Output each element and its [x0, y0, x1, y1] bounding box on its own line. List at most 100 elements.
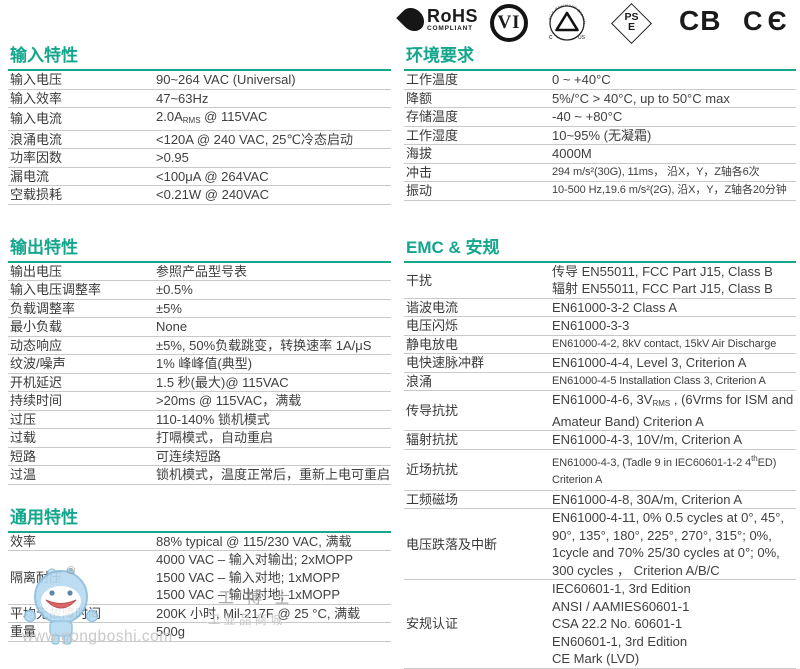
spec-row: 隔离耐压 4000 VAC – 输入对输出; 2xMOPP 1500 VAC – 输… [8, 551, 391, 605]
spec-value: 4000 VAC – 输入对输出; 2xMOPP 1500 VAC – 输入对地;… [156, 552, 353, 602]
spec-value: 1.5 秒(最大)@ 115VAC [156, 374, 289, 390]
spec-value: None [156, 319, 188, 334]
pse-badge: PS E [609, 2, 655, 46]
spec-label: 漏电流 [10, 168, 50, 184]
spec-value: 锁机模式，温度正常后，重新上电可重启 [156, 467, 391, 482]
spec-value: <100μA @ 264VAC [156, 168, 269, 184]
spec-row: 平均无故障时间 200K 小时, Mil-217F @ 25 °C, 满载 [8, 605, 391, 623]
spec-label: 安规认证 [406, 616, 459, 632]
spec-value: 10-500 Hz,19.6 m/s²(2G), 沿X，Y，Z轴各20分钟 [552, 184, 787, 196]
section-output-characteristics: 输出特性 输出电压 参照产品型号表 输入电压调整率 ±0.5% 负载调整率 ±5% 最小负载… [8, 238, 391, 485]
spec-label: 浪涌电流 [10, 131, 63, 147]
pse-e-label: E [627, 21, 635, 33]
spec-row: 动态响应 ±5%, 50%负载跳变，转换速率 1A/μS [8, 337, 391, 355]
spec-value: EN61000-4-11, 0% 0.5 cycles at 0°, 45°, 9… [552, 510, 785, 578]
spec-label: 工频磁场 [406, 491, 459, 507]
spec-label: 持续时间 [10, 393, 63, 409]
spec-value: 88% typical @ 115/230 VAC, 满载 [156, 533, 352, 549]
spec-value: 1% 峰峰值(典型) [156, 356, 253, 371]
spec-row: 存储温度 -40 ~ +80°C [404, 108, 796, 127]
spec-row: 浪涌 EN61000-4-5 Installation Class 3, Crit… [404, 373, 796, 391]
spec-label: 功率因数 [10, 150, 63, 166]
spec-value: 4000M [552, 146, 592, 161]
spec-value: 可连续短路 [156, 448, 222, 464]
spec-value: EN61000-4-4, Level 3, Criterion A [552, 355, 747, 370]
environment-spec-table: 工作温度 0 ~ +40°C 降额 5%/°C > 40°C, up to 50°C … [404, 71, 796, 201]
spec-value: 200K 小时, Mil-217F @ 25 °C, 满载 [156, 605, 361, 621]
spec-label: 输入电流 [10, 111, 63, 127]
spec-label: 输入电压调整率 [10, 282, 102, 298]
spec-row: 工频磁场 EN61000-4-8, 30A/m, Criterion A [404, 491, 796, 509]
spec-row: 纹波/噪声 1% 峰峰值(典型) [8, 355, 391, 374]
spec-row: 电快速脉冲群 EN61000-4-4, Level 3, Criterion A [404, 354, 796, 373]
spec-value: <0.21W @ 240VAC [156, 187, 270, 202]
spec-label: 传导抗扰 [406, 403, 459, 418]
spec-row: 安规认证 IEC60601-1, 3rd Edition ANSI / AAMIES… [404, 580, 796, 669]
spec-label: 过温 [10, 467, 37, 483]
right-column: 环境要求 工作温度 0 ~ +40°C 降额 5%/°C > 40°C, up to … [404, 40, 796, 669]
rohs-compliant-label: COMPLIANT [427, 25, 473, 32]
spec-label: 工作湿度 [406, 127, 459, 143]
spec-label: 隔离耐压 [10, 569, 63, 585]
spec-label: 干扰 [406, 272, 433, 288]
spec-row: 输入电压 90~264 VAC (Universal) [8, 71, 391, 90]
spec-label: 冲击 [406, 164, 433, 180]
spec-row: 冲击 294 m/s²(30G), 11ms， 沿X，Y，Z轴各6次 [404, 164, 796, 182]
spec-row: 海拔 4000M [404, 145, 796, 164]
spec-label: 近场抗扰 [406, 462, 459, 477]
spec-row: 工作温度 0 ~ +40°C [404, 71, 796, 90]
tuv-c-label: c [549, 34, 553, 41]
spec-label: 短路 [10, 448, 37, 464]
spec-row: 功率因数 >0.95 [8, 149, 391, 168]
general-spec-table: 效率 88% typical @ 115/230 VAC, 满载隔离耐压 4000 … [8, 533, 391, 642]
spec-value: EN61000-4-3, 10V/m, Criterion A [552, 432, 743, 447]
spec-value: IEC60601-1, 3rd Edition ANSI / AAMIES6060… [552, 581, 691, 666]
section-title-emc: EMC & 安规 [404, 238, 796, 263]
spec-row: 电压跌落及中断 EN61000-4-11, 0% 0.5 cycles at 0°… [404, 509, 796, 580]
tuv-certification-badge: TÜV Rheinland geprüft c US [544, 1, 590, 48]
spec-row: 持续时间 >20ms @ 115VAC，满载 [8, 392, 391, 411]
spec-row: 输入电流 2.0ARMS @ 115VAC [8, 108, 391, 131]
spec-row: 工作湿度 10~95% (无凝霜) [404, 127, 796, 145]
spec-row: 输入电压调整率 ±0.5% [8, 281, 391, 300]
spec-label: 静电放电 [406, 336, 459, 352]
spec-row: 短路 可连续短路 [8, 448, 391, 466]
spec-value: EN61000-3-3 [552, 318, 630, 333]
ce-badge: CЄ [743, 6, 792, 36]
spec-value: 5%/°C > 40°C, up to 50°C max [552, 90, 730, 106]
spec-label: 工作温度 [406, 72, 459, 88]
spec-value: EN61000-4-2, 8kV contact, 15kV Air Disch… [552, 337, 777, 350]
spec-value: >20ms @ 115VAC，满载 [156, 393, 302, 408]
section-title-general: 通用特性 [8, 508, 391, 533]
spec-row: 输出电压 参照产品型号表 [8, 263, 391, 281]
spec-label: 重量 [10, 624, 37, 640]
efficiency-level-vi-badge: VI [490, 4, 528, 42]
tuv-us-label: US [578, 35, 586, 41]
pse-ps-label: PS [624, 11, 639, 23]
emc-spec-table: 干扰 传导 EN55011, FCC Part J15, Class B 辐射 EN… [404, 263, 796, 669]
spec-value: 0 ~ +40°C [552, 72, 611, 87]
spec-label: 输出电压 [10, 263, 63, 279]
spec-label: 电压闪烁 [406, 318, 459, 334]
rohs-label: RoHS [427, 6, 478, 26]
spec-label: 输入电压 [10, 72, 63, 88]
spec-row: 漏电流 <100μA @ 264VAC [8, 168, 391, 186]
spec-label: 谐波电流 [406, 299, 459, 315]
left-column: 输入特性 输入电压 90~264 VAC (Universal) 输入效率 47~63… [8, 40, 391, 642]
section-environment-requirements: 环境要求 工作温度 0 ~ +40°C 降额 5%/°C > 40°C, up to … [404, 47, 796, 201]
spec-label: 纹波/噪声 [10, 356, 66, 372]
spec-label: 辐射抗扰 [406, 432, 459, 448]
spec-label: 电压跌落及中断 [406, 536, 498, 552]
spec-value: EN61000-4-3, (Tadle 9 in IEC60601-1-2 4t… [552, 453, 777, 487]
vi-label: VI [497, 12, 521, 33]
section-title-environment: 环境要求 [404, 47, 796, 71]
spec-label: 存储温度 [406, 109, 459, 125]
spec-row: 谐波电流 EN61000-3-2 Class A [404, 299, 796, 317]
tuv-triangle-icon [555, 11, 579, 32]
spec-label: 输入效率 [10, 90, 63, 106]
spec-label: 效率 [10, 533, 37, 549]
spec-value: 10~95% (无凝霜) [552, 127, 652, 143]
spec-value: ±5%, 50%负载跳变，转换速率 1A/μS [156, 337, 372, 353]
spec-row: 负载调整率 ±5% [8, 300, 391, 318]
spec-label: 最小负载 [10, 319, 63, 335]
